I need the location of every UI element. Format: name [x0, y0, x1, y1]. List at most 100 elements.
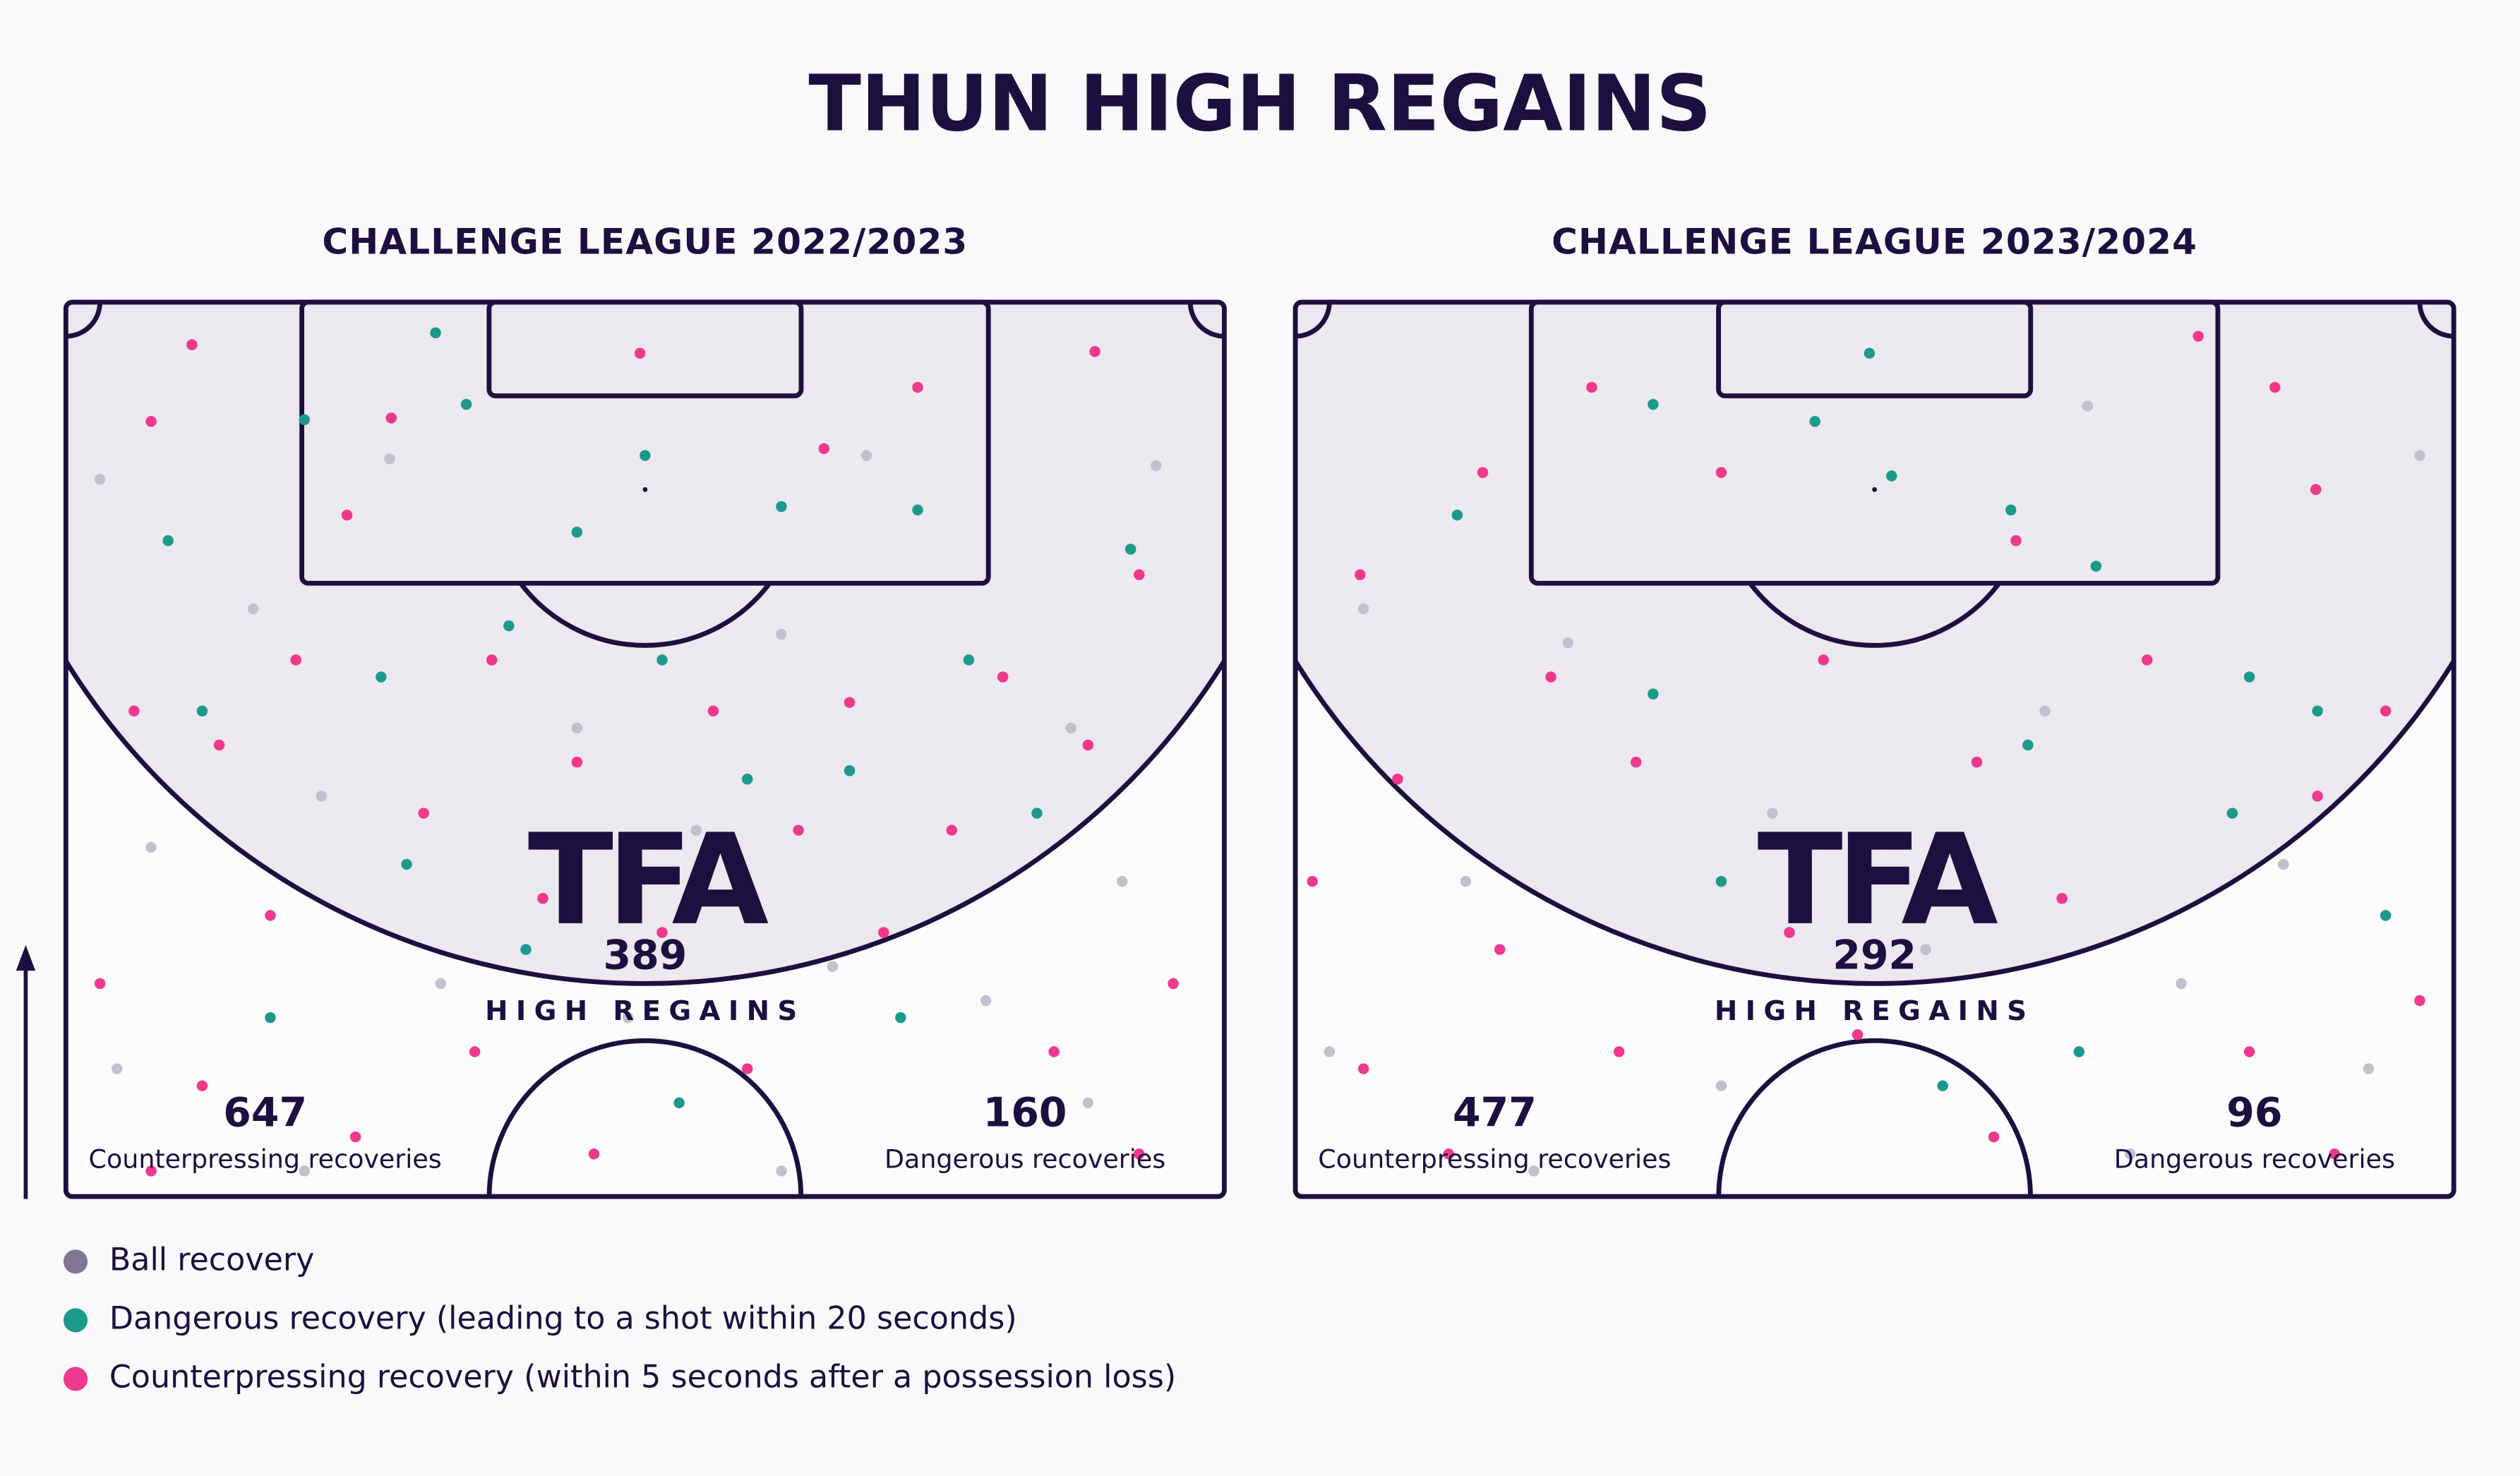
recovery-dot — [1864, 347, 1876, 359]
recovery-dot — [418, 808, 429, 819]
pitch-border — [1292, 299, 2456, 1199]
recovery-dot — [1852, 1029, 1864, 1040]
penalty-arc — [1748, 582, 2001, 648]
panel-title: CHALLENGE LEAGUE 2022/2023 — [322, 222, 968, 263]
recovery-dot — [741, 1063, 753, 1074]
recovery-dot — [2010, 535, 2022, 546]
recovery-dot — [1648, 688, 1659, 700]
recovery-dot — [844, 764, 856, 776]
dangerous-label: Dangerous recoveries — [884, 1144, 1165, 1174]
high-zone-arc — [64, 659, 1227, 986]
recovery-dot — [1355, 569, 1366, 580]
recovery-dot — [1971, 756, 1983, 768]
corner-arc — [2417, 301, 2454, 339]
recovery-dot — [1613, 1046, 1625, 1057]
direction-arrow — [16, 944, 36, 1199]
recovery-dot — [827, 961, 839, 972]
recovery-dot — [2380, 910, 2392, 921]
recovery-dot — [1809, 416, 1820, 427]
recovery-dot — [571, 756, 583, 768]
recovery-dot — [963, 654, 975, 666]
recovery-dot — [435, 978, 447, 990]
recovery-dot — [1031, 808, 1043, 819]
recovery-dot — [469, 1046, 481, 1057]
recovery-dot — [1324, 1046, 1336, 1057]
recovery-dot — [1443, 1148, 1455, 1160]
dangerous-label: Dangerous recoveries — [2114, 1144, 2395, 1174]
recovery-dot — [384, 453, 395, 464]
total-count: 389 — [604, 932, 688, 979]
recovery-dot — [1392, 774, 1403, 785]
recovery-dot — [2243, 671, 2255, 683]
recovery-dot — [1048, 1046, 1060, 1057]
recovery-dot — [2226, 808, 2238, 819]
total-count: 292 — [1832, 932, 1916, 979]
recovery-dot — [2243, 1046, 2255, 1057]
logo: TFA — [1758, 807, 1998, 953]
recovery-dot — [486, 654, 498, 666]
recovery-dot — [656, 654, 668, 666]
recovery-dot — [1477, 467, 1489, 479]
recovery-dot — [946, 824, 958, 836]
recovery-dot — [980, 995, 992, 1007]
dangerous-count: 160 — [983, 1090, 1067, 1136]
recovery-dot — [656, 927, 668, 938]
recovery-dot — [741, 774, 753, 785]
recovery-dot — [1631, 756, 1642, 768]
recovery-dot — [1168, 978, 1179, 990]
recovery-dot — [2312, 705, 2323, 716]
recovery-dot — [94, 978, 106, 990]
recovery-dot — [145, 1165, 157, 1177]
recovery-dot — [1920, 944, 1931, 955]
recovery-dot — [623, 1012, 634, 1024]
recovery-dot — [520, 944, 532, 955]
recovery-dot — [1307, 875, 1318, 887]
high-zone — [1295, 302, 2454, 984]
penalty-spot — [1872, 487, 1878, 492]
recovery-dot — [1065, 722, 1076, 734]
recovery-dot — [1988, 1131, 2000, 1143]
recovery-dot — [376, 671, 387, 683]
recovery-dot — [2056, 892, 2068, 904]
recovery-dot — [1124, 544, 1136, 555]
recovery-dot — [2414, 450, 2425, 461]
recovery-dot — [385, 412, 397, 424]
counterpressing-count: 477 — [1453, 1090, 1537, 1136]
recovery-dot — [793, 824, 804, 836]
recovery-dot — [162, 535, 174, 546]
logo: TFA — [528, 807, 769, 953]
recovery-dot — [145, 841, 157, 853]
recovery-dot — [2312, 791, 2323, 802]
recovery-dot — [818, 443, 830, 455]
recovery-dot — [776, 500, 787, 512]
corner-arc — [1295, 301, 1332, 339]
panel-title: CHALLENGE LEAGUE 2023/2024 — [1552, 222, 2197, 263]
recovery-dot — [707, 705, 719, 716]
recovery-dot — [2310, 484, 2322, 496]
recovery-dot — [1134, 1148, 1145, 1160]
recovery-dot — [2022, 739, 2034, 751]
recovery-dot — [213, 739, 225, 751]
recovery-dot — [2082, 400, 2094, 412]
recovery-dot — [1082, 1097, 1094, 1109]
counterpressing-label: Counterpressing recoveries — [89, 1144, 442, 1174]
recovery-dot — [1494, 944, 1506, 955]
recovery-dot — [690, 824, 702, 836]
recovery-dot — [1886, 470, 1897, 481]
recovery-dot — [1134, 569, 1145, 580]
recovery-dot — [248, 603, 259, 615]
recovery-dot — [112, 1063, 123, 1074]
recovery-dot — [1357, 1063, 1369, 1074]
recovery-dot — [2176, 978, 2187, 990]
recovery-dot — [1357, 603, 1369, 615]
recovery-dot — [2073, 1046, 2084, 1057]
recovery-dot — [1715, 1080, 1727, 1091]
recovery-dot — [196, 1080, 208, 1091]
recovery-dot — [1937, 1080, 1948, 1091]
recovery-dot — [401, 858, 412, 870]
legend-label: Counterpressing recovery (within 5 secon… — [109, 1359, 1176, 1395]
recovery-dot — [94, 474, 106, 485]
recovery-dot — [640, 450, 651, 461]
